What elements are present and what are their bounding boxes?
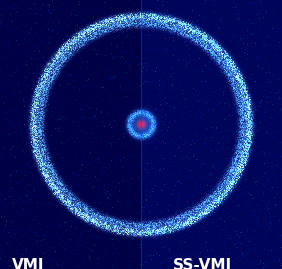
Text: SS-VMI: SS-VMI [173, 258, 232, 269]
Text: VMI: VMI [12, 258, 45, 269]
